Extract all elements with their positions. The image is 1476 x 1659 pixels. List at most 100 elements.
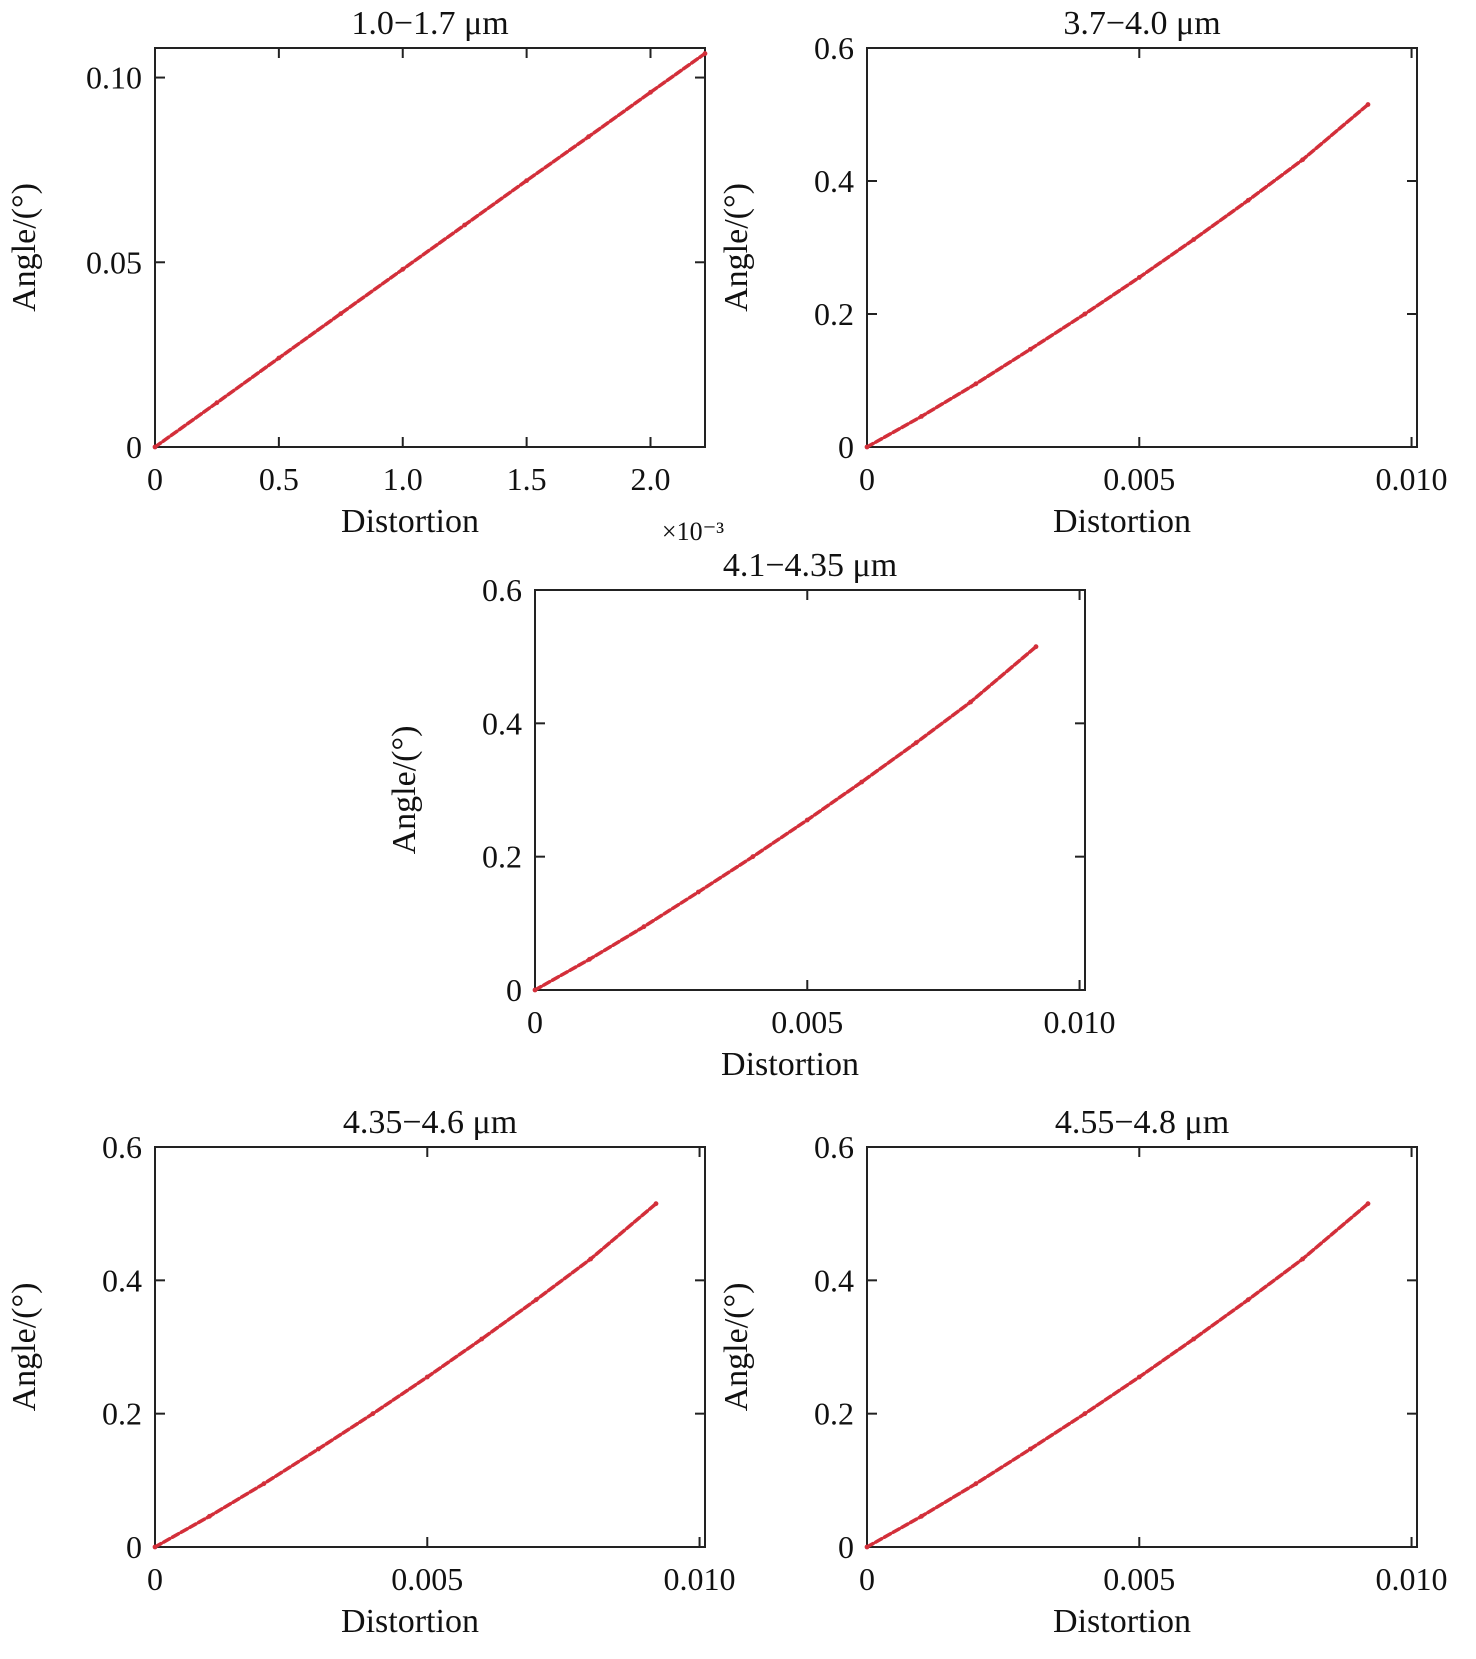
x-tick-label: 0	[147, 1561, 163, 1597]
data-point	[913, 740, 919, 746]
data-point	[532, 987, 538, 993]
x-exponent-label: ×10⁻³	[662, 517, 724, 546]
data-point	[586, 134, 591, 140]
chart-panel-4: 0 0.005 0.010 0 0.2 0.4 0.6 4.35−4.6 μm Distorti…	[6, 1104, 736, 1640]
data-point	[1033, 644, 1039, 650]
x-tick-label: 0.010	[1376, 1561, 1448, 1597]
x-axis-label: Distortion	[341, 1603, 479, 1640]
chart-panel-5: 0 0.005 0.010 0 0.2 0.4 0.6 4.55−4.8 μm Distorti…	[718, 1104, 1448, 1640]
y-tick-label: 0.2	[814, 1396, 854, 1432]
y-tick-label: 0.2	[102, 1396, 142, 1432]
x-tick-label: 0	[527, 1004, 543, 1040]
data-point	[973, 1481, 979, 1487]
data-point	[315, 1446, 321, 1452]
x-tick-label: 0.010	[1376, 461, 1448, 497]
y-tick-label: 0.6	[814, 1129, 854, 1165]
series-line	[865, 102, 1370, 449]
chart-title: 4.55−4.8 μm	[1055, 1104, 1229, 1141]
chart-panel-2: 0 0.005 0.010 0 0.2 0.4 0.6 3.7−4.0 μm Distortio…	[718, 5, 1448, 540]
y-axis-label: Angle/(°)	[718, 1283, 755, 1412]
data-point	[588, 1256, 594, 1262]
chart-panel-1: 0 0.5 1.0 1.5 2.0 0 0.05 0.10 1.0−1.7 μm Distorti…	[6, 5, 724, 546]
data-point	[1082, 311, 1088, 317]
data-point	[1136, 1374, 1142, 1380]
data-point	[919, 1513, 924, 1519]
plot-frame	[534, 589, 1086, 991]
data-point	[1365, 102, 1371, 107]
data-point	[1365, 1201, 1371, 1207]
data-point	[152, 1544, 158, 1550]
y-tick-label: 0.6	[102, 1129, 142, 1165]
y-tick-label: 0.4	[482, 705, 522, 741]
series-line	[153, 1201, 658, 1549]
data-point	[695, 889, 701, 895]
data-point	[750, 854, 756, 860]
data-point	[338, 311, 344, 317]
data-point	[864, 444, 870, 450]
data-point	[214, 400, 220, 406]
x-tick-label: 1.0	[383, 461, 423, 497]
x-tick-label: 1.5	[507, 461, 547, 497]
data-point	[1136, 275, 1142, 280]
data-point	[276, 355, 282, 361]
data-point	[1082, 1411, 1088, 1417]
chart-title: 4.1−4.35 μm	[723, 547, 897, 584]
data-point	[479, 1336, 485, 1342]
y-tick-label: 0	[506, 972, 522, 1008]
data-point	[864, 1544, 870, 1550]
data-point	[919, 414, 924, 419]
y-tick-label: 0	[126, 429, 142, 465]
data-point	[973, 381, 979, 387]
data-point	[207, 1513, 212, 1519]
x-axis-label: Distortion	[1053, 503, 1191, 540]
data-point	[1027, 1446, 1033, 1452]
x-tick-label: 0.010	[664, 1561, 736, 1597]
y-tick-label: 0.4	[102, 1262, 142, 1298]
data-point	[1300, 1256, 1306, 1262]
data-point	[1245, 197, 1251, 203]
data-point	[1191, 1336, 1197, 1342]
series-line	[533, 644, 1038, 992]
data-point	[653, 1201, 659, 1207]
data-point	[641, 924, 647, 930]
series-line	[865, 1201, 1370, 1549]
y-tick-label: 0.10	[86, 60, 142, 96]
x-tick-label: 0	[859, 461, 875, 497]
y-tick-label: 0.6	[482, 572, 522, 608]
y-tick-label: 0.6	[814, 30, 854, 66]
y-tick-label: 0	[838, 1529, 854, 1565]
y-tick-label: 0	[126, 1529, 142, 1565]
data-point	[462, 222, 468, 228]
data-point	[648, 89, 653, 95]
plot-frame	[866, 1146, 1418, 1548]
x-tick-label: 0.010	[1044, 1004, 1116, 1040]
y-axis-label: Angle/(°)	[6, 1283, 43, 1412]
x-tick-label: 0.005	[771, 1004, 843, 1040]
y-axis-label: Angle/(°)	[718, 183, 755, 312]
plot-frame	[866, 47, 1418, 448]
chart-title: 4.35−4.6 μm	[343, 1104, 517, 1141]
data-point	[261, 1481, 267, 1487]
data-point	[424, 1374, 430, 1380]
plot-frame	[154, 1146, 706, 1548]
y-tick-label: 0.4	[814, 1262, 854, 1298]
x-axis-label: Distortion	[721, 1046, 859, 1083]
y-tick-label: 0.2	[814, 296, 854, 332]
x-tick-label: 2.0	[630, 461, 670, 497]
x-tick-label: 0.5	[259, 461, 299, 497]
y-tick-label: 0.05	[86, 244, 142, 280]
y-tick-label: 0.2	[482, 839, 522, 875]
data-point	[524, 178, 530, 184]
x-tick-label: 0.005	[1103, 461, 1175, 497]
data-point	[533, 1297, 539, 1303]
y-axis-label: Angle/(°)	[386, 726, 423, 855]
x-tick-label: 0	[147, 461, 163, 497]
chart-title: 1.0−1.7 μm	[351, 5, 508, 42]
data-point	[1027, 346, 1033, 352]
data-point	[702, 51, 708, 56]
series-line	[153, 51, 707, 449]
data-point	[1245, 1297, 1251, 1303]
data-point	[1300, 157, 1306, 163]
data-point	[370, 1411, 376, 1417]
